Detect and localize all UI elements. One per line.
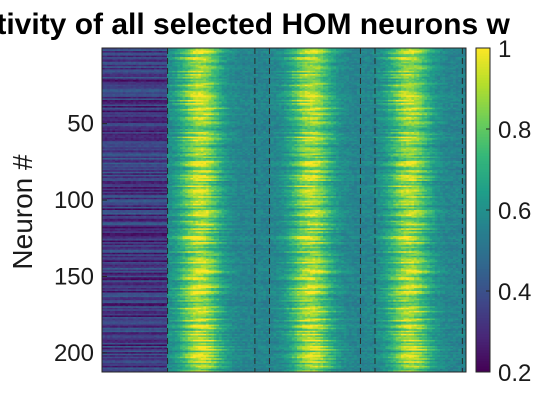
heatmap-cells — [102, 48, 466, 372]
chart-title: Activity of all selected HOM neurons w — [0, 8, 510, 41]
